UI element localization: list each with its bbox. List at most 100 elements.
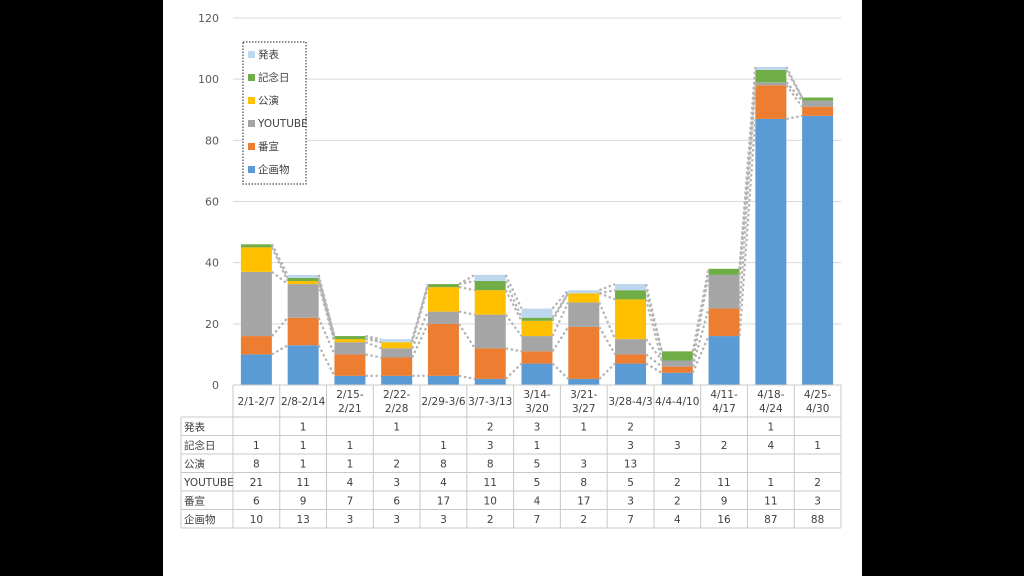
series-line [598, 326, 616, 355]
table-cell: 1 [300, 421, 307, 433]
bar-segment [427, 323, 459, 376]
series-line [365, 341, 382, 350]
category-label: 3/28-4/3 [608, 396, 652, 408]
series-line [551, 362, 570, 380]
category-label: 4/11- [710, 389, 738, 401]
table-cell: 1 [347, 440, 354, 452]
bar-segment [661, 372, 693, 385]
table-cell: 8 [253, 458, 260, 470]
bar-segment [568, 326, 600, 379]
table-cell: 1 [534, 440, 541, 452]
bar-segment [287, 274, 319, 278]
bar-segment [755, 118, 787, 386]
bar-segment [568, 290, 600, 294]
series-line [785, 69, 804, 99]
bar-segment [334, 336, 366, 340]
y-tick-label: 120 [198, 12, 219, 25]
bar-segment [661, 360, 693, 367]
series-line [645, 338, 663, 362]
series-line [271, 316, 289, 337]
series-line [504, 362, 523, 380]
table-row-label: YOUTUBE [183, 477, 234, 489]
table-cell: 2 [627, 421, 634, 433]
bar-segment [615, 290, 647, 300]
table-cell: 7 [627, 514, 634, 526]
series-line [365, 338, 382, 344]
series-line [504, 280, 523, 319]
legend-label: YOUTUBE [257, 118, 308, 130]
bar-segment [474, 290, 506, 315]
bar-segment [427, 287, 459, 312]
table-cell: 4 [347, 477, 354, 489]
table-cell: 4 [674, 514, 681, 526]
series-line [644, 289, 663, 352]
table-row-label: 公演 [184, 457, 205, 470]
table-cell: 3 [440, 514, 447, 526]
bar-segment [661, 351, 693, 361]
bar-segment [802, 100, 834, 107]
series-line [599, 289, 616, 295]
table-cell: 16 [717, 514, 731, 526]
table-row-label: 記念日 [184, 439, 216, 452]
bar-segment [755, 85, 787, 119]
table-cell: 1 [347, 458, 354, 470]
bar-segment [568, 378, 600, 385]
stacked-bar-chart: 0 20 40 60 80 100 120 2/1-2/7 2/8-2/14 2/15- 2/21… [180, 12, 842, 529]
series-line [504, 274, 523, 310]
bar-segment [240, 247, 272, 272]
table-cell: 9 [300, 495, 307, 507]
series-line [317, 283, 336, 343]
table-row-label: 発表 [184, 420, 205, 433]
bar-segment [427, 284, 459, 288]
bar-segment [615, 339, 647, 355]
bar-segment [427, 375, 459, 385]
table-cell: 1 [300, 458, 307, 470]
bar-segment [287, 284, 319, 318]
table-cell: 87 [764, 514, 777, 526]
table-cell: 3 [534, 421, 541, 433]
table-cell: 7 [347, 495, 354, 507]
legend-swatch [248, 74, 255, 81]
table-cell: 8 [580, 477, 587, 489]
series-line [598, 301, 617, 340]
table-cell: 2 [393, 458, 400, 470]
bar-segment [802, 97, 834, 101]
table-cell: 1 [580, 421, 587, 433]
table-cell: 3 [580, 458, 587, 470]
table-cell: 2 [674, 495, 681, 507]
category-label: 2/15- [336, 389, 364, 401]
series-line [738, 85, 757, 309]
table-cell: 2 [814, 477, 821, 489]
bar-segment [240, 271, 272, 337]
bar-segment [381, 357, 413, 376]
series-line [785, 66, 804, 99]
series-line [551, 292, 570, 322]
series-line [411, 311, 429, 349]
table-cell: 3 [393, 477, 400, 489]
category-label: 4/24 [759, 403, 783, 415]
series-line [317, 344, 336, 377]
table-cell: 8 [440, 458, 447, 470]
table-cell: 7 [534, 514, 541, 526]
series-line [458, 323, 476, 349]
y-tick-label: 100 [198, 73, 219, 86]
data-table: 2/1-2/7 2/8-2/14 2/15- 2/21 2/22- 2/28 2/29-3/… [180, 384, 842, 529]
legend-label: 記念日 [258, 71, 290, 84]
bar-segment [615, 299, 647, 340]
table-cell: 6 [393, 495, 400, 507]
bar-segment [334, 342, 366, 355]
series-line [598, 292, 616, 301]
bar-segment [381, 375, 413, 385]
bar-segment [474, 378, 506, 385]
table-cell: 5 [627, 477, 634, 489]
y-tick-label: 20 [205, 318, 219, 331]
slide: 0 20 40 60 80 100 120 2/1-2/7 2/8-2/14 2/15- 2/21… [163, 0, 862, 576]
bar-segment [474, 274, 506, 282]
series-line [645, 353, 663, 368]
series-line [458, 286, 475, 292]
bar-segment [240, 354, 272, 385]
series-line [785, 81, 803, 102]
legend-swatch [248, 51, 255, 58]
table-cell: 1 [253, 440, 260, 452]
table-cell: 13 [296, 514, 309, 526]
